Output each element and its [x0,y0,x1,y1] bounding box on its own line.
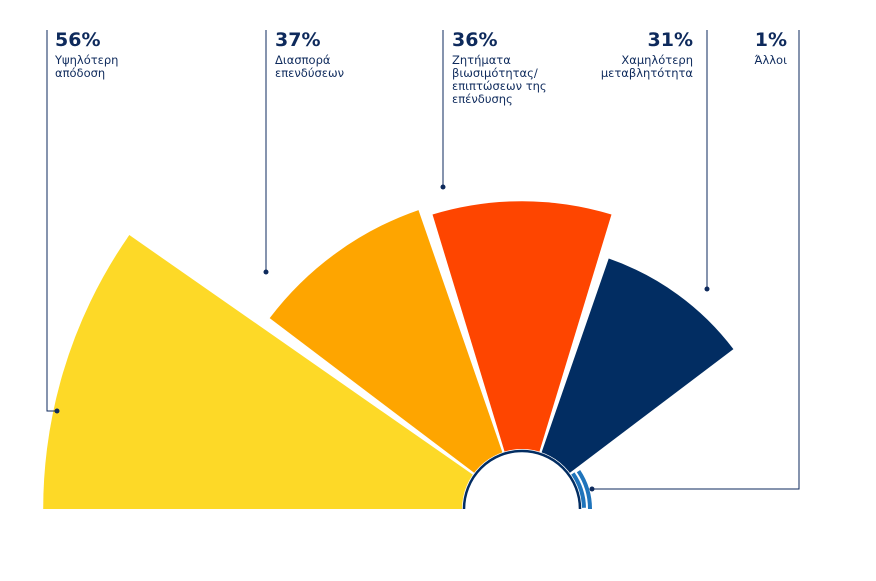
value-label-sustainability: 36% [452,29,498,51]
center-hub-ring [462,449,582,509]
category-label-lower-volatility: Χαμηλότερη μεταβλητότητα [600,53,693,80]
leader-dot-diversification [263,269,269,275]
chart-wedges [43,201,734,509]
value-label-lower-volatility: 31% [647,29,693,51]
value-label-diversification: 37% [275,29,321,51]
value-label-higher-return: 56% [55,29,101,51]
leader-dot-higher-return [54,408,60,414]
leader-dot-lower-volatility [704,286,710,292]
wedge-other-arc [576,470,592,509]
leader-line-other [592,30,800,490]
leader-line-higher-return [46,30,57,412]
wedge-lower-volatility [522,258,734,509]
category-label-diversification: Διασπορά επενδύσεων [275,53,345,80]
center-hub [462,449,582,509]
value-label-other: 1% [754,29,787,51]
category-label-higher-return: Υψηλότερη απόδοση [55,53,119,80]
leader-dot-sustainability [440,184,446,190]
wedge-sustainability [432,201,612,509]
wedge-diversification [269,210,522,509]
leader-dot-other [589,486,595,492]
category-label-other: Άλλοι [754,53,787,67]
leader-lines [46,30,800,492]
category-label-sustainability: Ζητήματα βιωσιμότητας/ επιπτώσεων της επ… [452,53,547,106]
wedge-higher-return [43,235,522,509]
